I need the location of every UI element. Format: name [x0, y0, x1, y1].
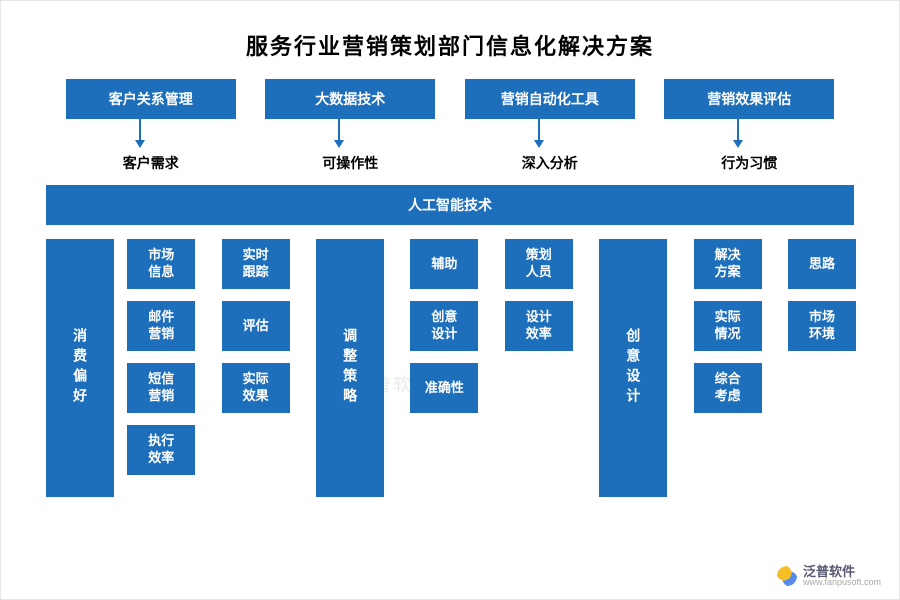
grid-block: 调整策略 [316, 239, 384, 497]
top-box-bigdata: 大数据技术 [265, 79, 435, 119]
grid-block: 策划 人员 [505, 239, 573, 289]
grid-block: 实时 跟踪 [222, 239, 290, 289]
grid-block: 执行 效率 [127, 425, 195, 475]
mid-label-1: 可操作性 [265, 153, 435, 173]
arrow-down-icon [538, 119, 540, 141]
grid-block: 实际 效果 [222, 363, 290, 413]
mid-label-0: 客户需求 [66, 153, 236, 173]
top-category-row: 客户关系管理 大数据技术 营销自动化工具 营销效果评估 [1, 79, 899, 119]
grid-block: 思路 [788, 239, 856, 289]
arrow-down-icon [139, 119, 141, 141]
grid-block: 创意设计 [599, 239, 667, 497]
mid-label-2: 深入分析 [465, 153, 635, 173]
grid-block: 市场 环境 [788, 301, 856, 351]
grid-block: 消费偏好 [46, 239, 114, 497]
arrow-down-icon [737, 119, 739, 141]
grid-block: 解决 方案 [694, 239, 762, 289]
grid-block: 邮件 营销 [127, 301, 195, 351]
mid-label-3: 行为习惯 [664, 153, 834, 173]
block-grid: 消费偏好市场 信息邮件 营销短信 营销执行 效率 实时 跟踪评估实际 效果调整策略… [46, 239, 854, 509]
brand-logo-icon [777, 566, 797, 586]
grid-block: 创意 设计 [410, 301, 478, 351]
arrow-down-icon [338, 119, 340, 141]
mid-label-row: 客户需求 可操作性 深入分析 行为习惯 [1, 153, 899, 173]
brand-url: www.fanpusoft.com [803, 578, 881, 587]
grid-block: 市场 信息 [127, 239, 195, 289]
top-box-crm: 客户关系管理 [66, 79, 236, 119]
grid-block: 辅助 [410, 239, 478, 289]
top-box-automation: 营销自动化工具 [465, 79, 635, 119]
grid-block: 综合 考虑 [694, 363, 762, 413]
grid-block: 评估 [222, 301, 290, 351]
grid-block: 实际 情况 [694, 301, 762, 351]
grid-block: 准确性 [410, 363, 478, 413]
full-width-bar: 人工智能技术 [46, 185, 854, 225]
top-box-evaluation: 营销效果评估 [664, 79, 834, 119]
footer-brand: 泛普软件 www.fanpusoft.com [777, 565, 881, 587]
arrow-connectors [1, 119, 899, 153]
grid-block: 设计 效率 [505, 301, 573, 351]
page-title: 服务行业营销策划部门信息化解决方案 [1, 1, 899, 79]
grid-block: 短信 营销 [127, 363, 195, 413]
